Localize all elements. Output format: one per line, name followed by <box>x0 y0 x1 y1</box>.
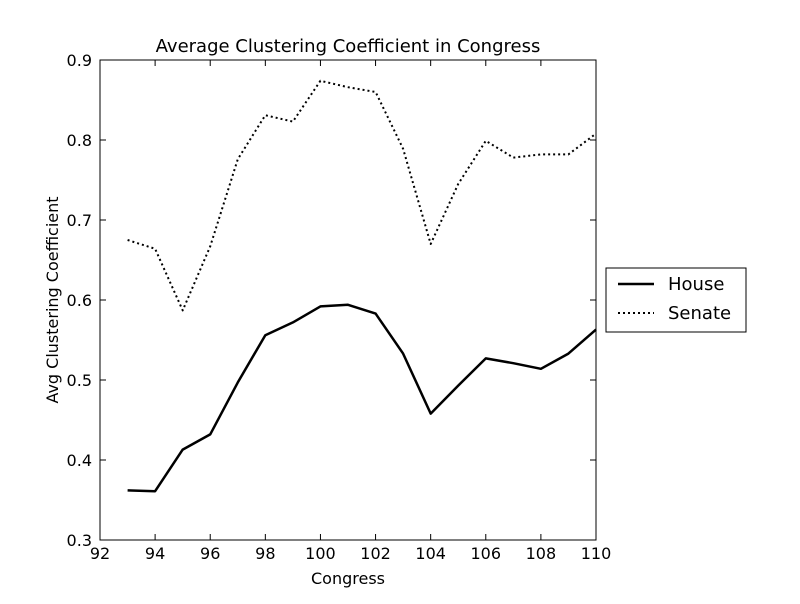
y-tick-label: 0.6 <box>67 291 92 310</box>
plot-frame <box>99 59 597 541</box>
x-tick-label: 98 <box>255 544 275 563</box>
x-tick-label: 100 <box>305 544 336 563</box>
y-axis-label: Avg Clustering Coefficient <box>43 196 62 403</box>
y-tick-label: 0.8 <box>67 131 92 150</box>
x-tick-label: 94 <box>145 544 165 563</box>
legend-label-senate: Senate <box>668 303 731 324</box>
y-tick-label: 0.9 <box>67 51 92 70</box>
x-axis-label: Congress <box>311 569 385 588</box>
series-line-house <box>127 303 597 493</box>
y-tick-label: 0.4 <box>67 451 92 470</box>
x-tick-label: 104 <box>415 544 446 563</box>
x-tick-label: 106 <box>471 544 502 563</box>
y-tick-label: 0.5 <box>67 371 92 390</box>
plot-lines <box>127 79 597 493</box>
axis-ticks: 92 94 96 98 100 102 104 106 108 110 0.3 0.4 0.5 0.6 0.… <box>67 51 612 563</box>
y-tick-label: 0.3 <box>67 531 92 550</box>
x-tick-label: 108 <box>526 544 557 563</box>
y-tick-label: 0.7 <box>67 211 92 230</box>
legend: House Senate <box>605 267 747 333</box>
x-tick-label: 92 <box>90 544 110 563</box>
series-line-senate <box>127 79 597 312</box>
x-tick-label: 96 <box>200 544 220 563</box>
chart-title: Average Clustering Coefficient in Congre… <box>156 36 541 57</box>
x-tick-label: 102 <box>360 544 391 563</box>
x-tick-label: 110 <box>581 544 612 563</box>
legend-box <box>605 267 747 333</box>
legend-label-house: House <box>668 274 724 295</box>
